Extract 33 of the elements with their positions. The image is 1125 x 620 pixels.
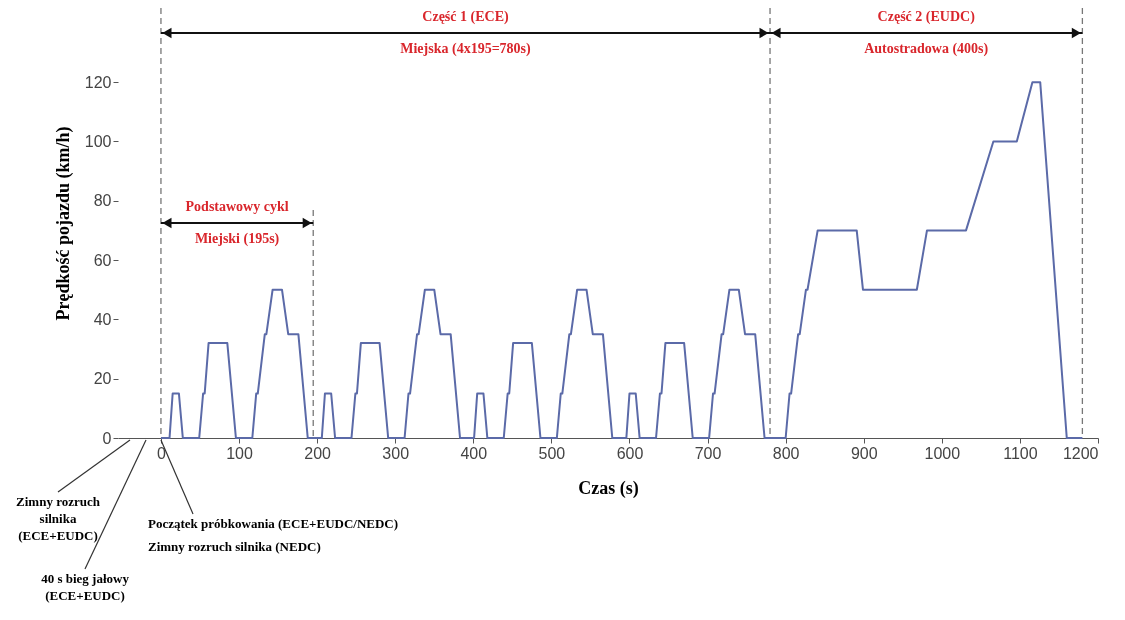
- text: Zimny rozruch silnika (NEDC): [148, 539, 321, 554]
- y-tick-label: 120: [84, 73, 112, 91]
- y-tick-label: 40: [93, 310, 112, 328]
- y-tick-label: 100: [84, 132, 112, 150]
- x-tick-label: 800: [772, 444, 800, 462]
- annotation: Podstawowy cykl: [185, 199, 289, 214]
- annotation: Część 2 (EUDC): [877, 9, 976, 25]
- x-tick-label: 300: [382, 444, 410, 462]
- x-tick-label: 1000: [924, 444, 961, 462]
- line-series: [159, 81, 1084, 439]
- x-tick-label: 1200: [1062, 444, 1099, 462]
- annotation: Autostradowa (400s): [864, 41, 989, 57]
- y-tick-label: 60: [93, 251, 112, 269]
- y-tick-label: 0: [102, 429, 112, 447]
- annotation: Część 1 (ECE): [422, 9, 509, 25]
- x-tick-label: 400: [460, 444, 488, 462]
- text: 40 s bieg jałowy (ECE+EUDC): [41, 571, 130, 603]
- x-tick-label: 600: [616, 444, 644, 462]
- y-tick-label: 80: [93, 192, 112, 210]
- x-axis-title: Czas (s): [578, 477, 639, 499]
- x-tick-label: 500: [538, 444, 566, 462]
- x-tick-label: 100: [226, 444, 253, 462]
- x-tick-label: 0: [157, 444, 166, 462]
- x-tick-label: 200: [304, 444, 332, 462]
- annotation: Miejska (4x195=780s): [400, 41, 532, 57]
- y-tick-label: 20: [93, 370, 112, 388]
- x-tick-label: 1100: [1003, 444, 1038, 462]
- annotation: Miejski (195s): [194, 231, 280, 247]
- x-tick-label: 900: [850, 444, 878, 462]
- y-axis-title: Prędkość pojazdu (km/h): [52, 126, 74, 321]
- text: Zimny rozruch silnika (ECE+EUDC): [16, 494, 101, 543]
- text: Początek próbkowania (ECE+EUDC/NEDC): [148, 516, 399, 531]
- x-tick-label: 700: [694, 444, 722, 462]
